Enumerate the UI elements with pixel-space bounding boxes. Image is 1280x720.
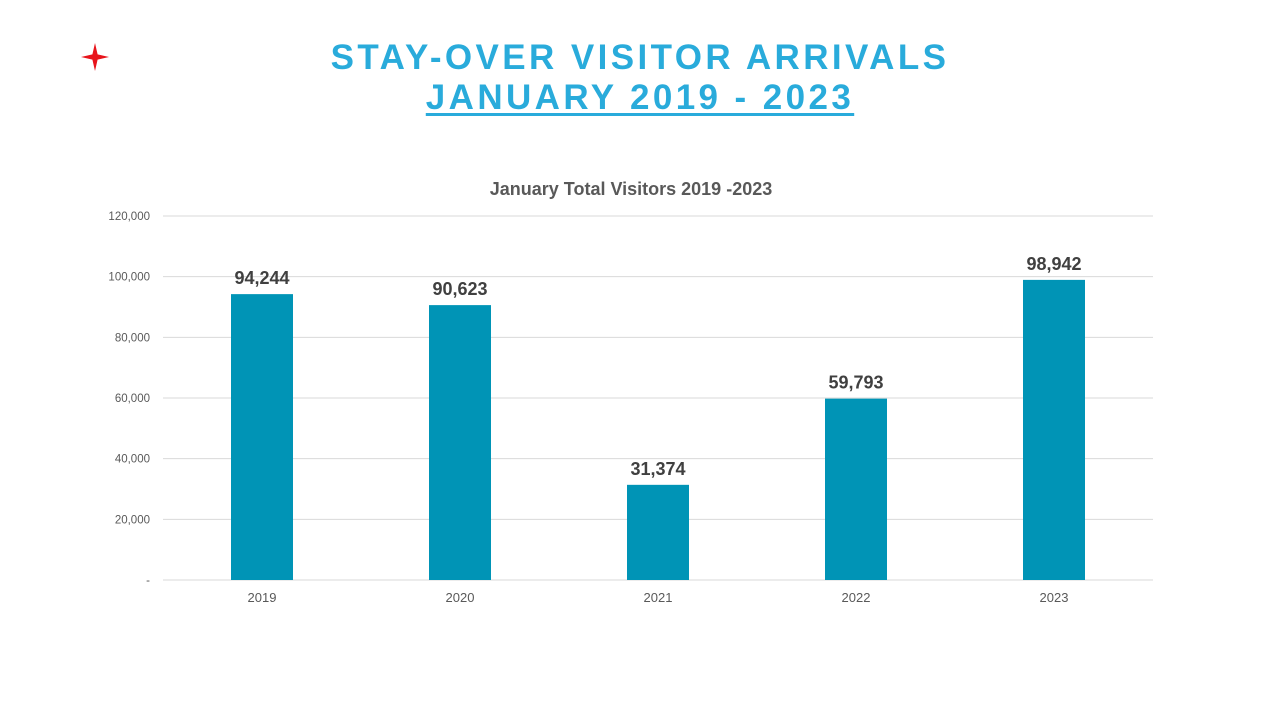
y-tick-label: 40,000 <box>115 454 150 466</box>
x-tick-label-2021: 2021 <box>644 590 673 605</box>
data-label-2023: 98,942 <box>1026 254 1081 274</box>
bar-2020 <box>429 305 491 580</box>
y-tick-label: - <box>146 575 150 587</box>
bar-2021 <box>627 484 689 580</box>
x-tick-label-2023: 2023 <box>1040 590 1069 605</box>
x-tick-label-2019: 2019 <box>248 590 277 605</box>
data-label-2020: 90,623 <box>432 279 487 299</box>
y-tick-label: 80,000 <box>115 332 150 344</box>
y-axis-ticks: - 20,000 40,000 60,000 80,000 100,000 120,000 <box>108 211 150 587</box>
x-tick-label-2020: 2020 <box>446 590 475 605</box>
star-logo-icon <box>81 43 109 71</box>
title-line-1: STAY-OVER VISITOR ARRIVALS <box>330 38 950 77</box>
data-label-2022: 59,793 <box>828 373 883 393</box>
data-label-2021: 31,374 <box>630 459 685 479</box>
data-labels: 94,244 90,623 31,374 59,793 98,942 <box>234 254 1081 479</box>
x-axis-ticks: 2019 2020 2021 2022 2023 <box>248 590 1069 605</box>
title-line-2: JANUARY 2019 - 2023 <box>425 78 855 117</box>
bar-2023 <box>1023 279 1085 580</box>
y-tick-label: 20,000 <box>115 514 150 526</box>
gridlines <box>163 215 1153 581</box>
x-tick-label-2022: 2022 <box>842 590 871 605</box>
bar-2019 <box>231 294 293 580</box>
bars <box>231 279 1085 580</box>
y-tick-label: 100,000 <box>108 272 150 284</box>
chart-title: January Total Visitors 2019 -2023 <box>490 179 772 199</box>
y-tick-label: 60,000 <box>115 393 150 405</box>
page-title: STAY-OVER VISITOR ARRIVALS JANUARY 2019 … <box>0 38 1280 118</box>
bar-2022 <box>825 398 887 580</box>
data-label-2019: 94,244 <box>234 268 289 288</box>
y-tick-label: 120,000 <box>108 211 150 223</box>
